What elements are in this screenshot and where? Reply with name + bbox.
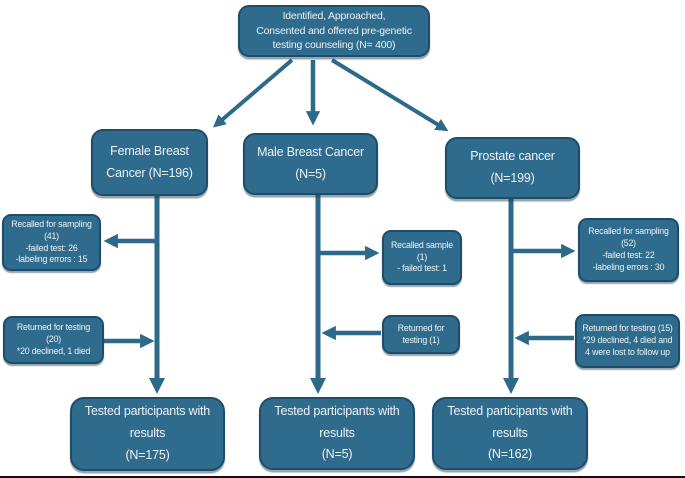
node-identified-approached: Identified, Approached, Consented and of… bbox=[238, 5, 430, 57]
node-female-returned-for-testing: Returned for testing (20) *20 declined, … bbox=[3, 316, 104, 364]
node-male-returned-for-testing: Returned for testing (1) bbox=[382, 315, 460, 354]
node-male-tested-participants: Tested participants with results (N=5) bbox=[259, 397, 415, 470]
node-female-recalled-for-sampling: Recalled for sampling (41) -failed test:… bbox=[2, 214, 101, 271]
node-prostate-tested-participants: Tested participants with results (N=162) bbox=[432, 397, 588, 470]
node-female-breast-cancer: Female Breast Cancer (N=196) bbox=[91, 129, 208, 196]
arrow-top-to-female bbox=[212, 58, 294, 128]
arrow-top-to-prostate bbox=[330, 58, 449, 132]
node-male-breast-cancer: Male Breast Cancer (N=5) bbox=[243, 133, 378, 195]
node-prostate-cancer: Prostate cancer (N=199) bbox=[445, 137, 580, 199]
figure-bottom-border bbox=[0, 476, 685, 478]
node-female-tested-participants: Tested participants with results (N=175) bbox=[70, 397, 225, 471]
node-prostate-returned-for-testing: Returned for testing (15) *29 declined, … bbox=[575, 314, 680, 368]
node-male-recalled-sample: Recalled sample (1) - failed test: 1 bbox=[382, 230, 462, 285]
node-prostate-recalled-for-sampling: Recalled for sampling (52) -failed test:… bbox=[578, 218, 679, 282]
